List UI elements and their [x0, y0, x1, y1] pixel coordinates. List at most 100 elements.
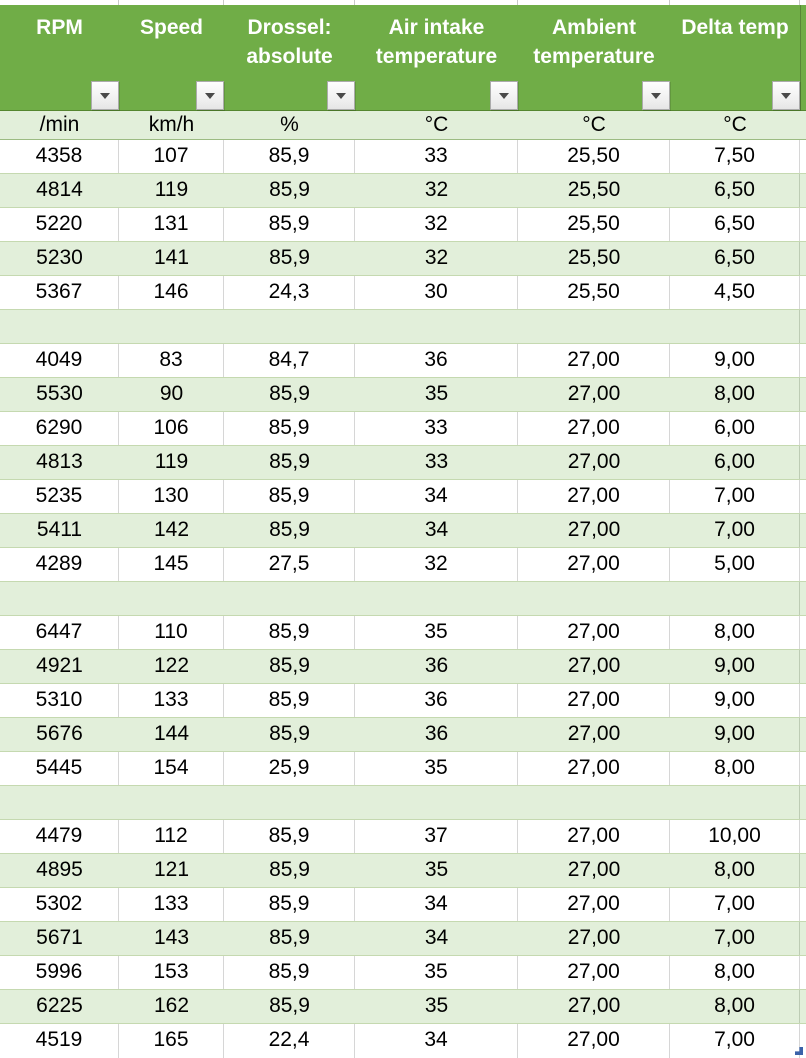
table-cell[interactable]: 27,00 — [518, 344, 670, 377]
unit-cell-speed[interactable]: km/h — [148, 113, 195, 136]
table-cell[interactable]: 34 — [355, 1024, 518, 1058]
unit-cell-rpm[interactable]: /min — [39, 113, 80, 136]
empty-cell[interactable] — [670, 786, 800, 819]
table-cell[interactable]: 85,9 — [269, 654, 310, 677]
table-cell[interactable]: 85,9 — [269, 246, 310, 269]
table-cell[interactable]: 7,00 — [670, 1024, 800, 1058]
table-cell[interactable]: 27,00 — [518, 548, 670, 581]
table-cell[interactable]: 5671 — [36, 926, 83, 949]
table-cell[interactable]: 4,50 — [670, 276, 800, 309]
table-cell[interactable]: 34 — [355, 480, 518, 513]
table-cell[interactable]: 27,00 — [567, 722, 621, 745]
table-cell[interactable]: 85,9 — [269, 858, 310, 881]
header-cell-delta-temp[interactable]: Delta temp — [670, 5, 800, 110]
table-cell[interactable]: 34 — [424, 926, 449, 949]
table-cell[interactable]: 7,50 — [670, 140, 800, 173]
table-cell[interactable]: 27,00 — [567, 858, 621, 881]
table-cell[interactable]: 143 — [153, 926, 190, 949]
table-cell[interactable]: 5445 — [0, 752, 119, 785]
table-cell[interactable]: 27,00 — [518, 480, 670, 513]
header-cell-ambient[interactable]: Ambient temperature — [518, 5, 670, 110]
table-cell[interactable]: 85,9 — [269, 994, 310, 1017]
table-cell[interactable]: 33 — [355, 412, 518, 445]
table-cell[interactable]: 6,00 — [670, 412, 800, 445]
table-cell[interactable]: 85,9 — [224, 412, 355, 445]
table-cell[interactable]: 25,50 — [518, 276, 670, 309]
empty-cell[interactable] — [119, 786, 224, 819]
empty-cell[interactable] — [355, 582, 518, 615]
table-cell[interactable]: 4358 — [0, 140, 119, 173]
table-cell[interactable]: 30 — [355, 276, 518, 309]
table-cell[interactable]: 24,3 — [224, 276, 355, 309]
empty-cell[interactable] — [670, 310, 800, 343]
table-cell[interactable]: 27,00 — [518, 1024, 670, 1058]
table-cell[interactable]: 7,00 — [670, 480, 800, 513]
table-cell[interactable]: 35 — [424, 858, 449, 881]
filter-button-delta-temp[interactable] — [772, 81, 800, 110]
table-cell[interactable]: 8,00 — [670, 378, 800, 411]
unit-cell-air-intake[interactable]: °C — [424, 113, 449, 136]
table-cell[interactable]: 5996 — [0, 956, 119, 989]
table-cell[interactable]: 22,4 — [224, 1024, 355, 1058]
table-cell[interactable]: 112 — [119, 820, 224, 853]
header-cell-speed[interactable]: Speed — [119, 5, 224, 110]
table-cell[interactable]: 110 — [119, 616, 224, 649]
unit-cell-throttle[interactable]: % — [280, 113, 299, 136]
table-cell[interactable]: 130 — [119, 480, 224, 513]
table-cell[interactable]: 27,00 — [567, 518, 621, 541]
table-cell[interactable]: 35 — [424, 382, 449, 405]
table-cell[interactable]: 85,9 — [224, 140, 355, 173]
table-cell[interactable]: 85,9 — [224, 820, 355, 853]
table-cell[interactable]: 35 — [355, 616, 518, 649]
table-cell[interactable]: 27,00 — [518, 412, 670, 445]
table-cell[interactable]: 122 — [153, 654, 190, 677]
table-cell[interactable]: 27,00 — [567, 450, 621, 473]
table-cell[interactable]: 32 — [424, 178, 449, 201]
header-cell-throttle[interactable]: Drossel: absolute — [224, 5, 355, 110]
table-cell[interactable]: 5230 — [36, 246, 83, 269]
header-cell-rpm[interactable]: RPM — [0, 5, 119, 110]
table-cell[interactable]: 34 — [355, 888, 518, 921]
table-cell[interactable]: 27,00 — [518, 616, 670, 649]
table-cell[interactable]: 84,7 — [224, 344, 355, 377]
table-cell[interactable]: 6,00 — [670, 446, 800, 479]
table-cell[interactable]: 9,00 — [670, 650, 800, 683]
table-cell[interactable]: 8,00 — [670, 752, 800, 785]
table-cell[interactable]: 33 — [424, 450, 449, 473]
table-cell[interactable]: 85,9 — [269, 518, 310, 541]
empty-cell[interactable] — [355, 310, 518, 343]
table-cell[interactable]: 5235 — [0, 480, 119, 513]
table-cell[interactable]: 27,00 — [518, 888, 670, 921]
table-cell[interactable]: 5220 — [0, 208, 119, 241]
table-cell[interactable]: 7,00 — [670, 514, 800, 547]
table-cell[interactable]: 5676 — [36, 722, 83, 745]
table-cell[interactable]: 27,00 — [518, 684, 670, 717]
table-cell[interactable]: 35 — [355, 752, 518, 785]
table-cell[interactable]: 9,00 — [670, 344, 800, 377]
empty-cell[interactable] — [0, 786, 119, 819]
table-cell[interactable]: 9,00 — [670, 718, 800, 751]
table-cell[interactable]: 144 — [153, 722, 190, 745]
table-cell[interactable]: 5530 — [36, 382, 83, 405]
table-cell[interactable]: 85,9 — [224, 616, 355, 649]
table-cell[interactable]: 154 — [119, 752, 224, 785]
table-cell[interactable]: 6290 — [0, 412, 119, 445]
table-cell[interactable]: 8,00 — [670, 956, 800, 989]
table-cell[interactable]: 35 — [355, 956, 518, 989]
table-cell[interactable]: 25,50 — [518, 208, 670, 241]
filter-button-throttle[interactable] — [327, 81, 355, 110]
table-cell[interactable]: 85,9 — [224, 208, 355, 241]
table-cell[interactable]: 141 — [153, 246, 190, 269]
table-cell[interactable]: 4921 — [36, 654, 83, 677]
table-cell[interactable]: 6,50 — [670, 242, 800, 275]
table-cell[interactable]: 5310 — [0, 684, 119, 717]
table-cell[interactable]: 33 — [355, 140, 518, 173]
empty-cell[interactable] — [518, 582, 670, 615]
table-cell[interactable]: 7,00 — [670, 922, 800, 955]
table-cell[interactable]: 142 — [153, 518, 190, 541]
table-cell[interactable]: 27,00 — [567, 382, 621, 405]
unit-cell-ambient[interactable]: °C — [582, 113, 606, 136]
table-cell[interactable]: 153 — [119, 956, 224, 989]
unit-cell-delta-temp[interactable]: °C — [723, 113, 747, 136]
filter-button-rpm[interactable] — [91, 81, 119, 110]
